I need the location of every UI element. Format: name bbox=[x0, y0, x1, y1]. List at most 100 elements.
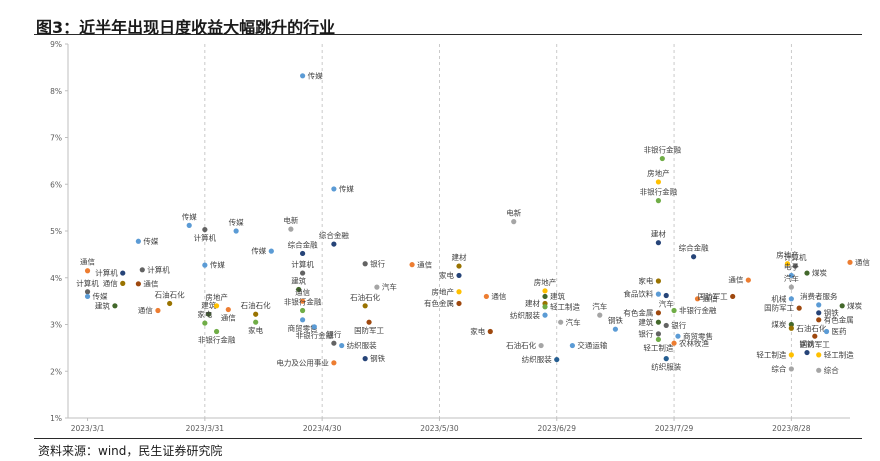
data-label: 轻工制造 bbox=[550, 301, 580, 311]
data-label: 石油石化 bbox=[155, 289, 185, 299]
data-point bbox=[300, 73, 306, 79]
data-point bbox=[847, 259, 853, 265]
data-point bbox=[788, 366, 794, 372]
data-label: 传媒 bbox=[251, 246, 266, 256]
data-point bbox=[816, 302, 822, 308]
data-point bbox=[300, 298, 306, 304]
data-point bbox=[663, 292, 669, 299]
data-point bbox=[300, 307, 306, 314]
data-label: 机械 bbox=[771, 293, 786, 303]
data-label: 传媒 bbox=[210, 260, 225, 270]
data-point bbox=[655, 240, 662, 246]
data-label: 有色金属 bbox=[623, 307, 653, 317]
data-point bbox=[456, 289, 462, 295]
data-label: 综合金融 bbox=[288, 239, 318, 249]
data-point bbox=[558, 319, 564, 325]
data-label: 钢铁 bbox=[370, 353, 385, 363]
data-label: 有色金属 bbox=[424, 298, 454, 308]
data-label: 通信 bbox=[703, 293, 718, 303]
data-label: 计算机 bbox=[76, 278, 99, 288]
data-label: 非银行金融 bbox=[644, 145, 682, 155]
data-point bbox=[538, 342, 544, 349]
data-point bbox=[202, 320, 208, 326]
data-label: 综合 bbox=[824, 365, 839, 375]
data-label: 非银行金融 bbox=[284, 296, 322, 306]
data-label: 银行 bbox=[638, 328, 653, 338]
x-tick-label: 2023/5/30 bbox=[420, 424, 459, 433]
y-tick-label: 7% bbox=[50, 134, 62, 143]
data-point bbox=[542, 312, 548, 318]
data-label: 汽车 bbox=[659, 299, 674, 309]
data-label: 钢铁 bbox=[799, 339, 814, 349]
data-point bbox=[483, 293, 489, 300]
source-note: 资料来源：wind，民生证券研究院 bbox=[38, 444, 223, 458]
data-label: 煤炭 bbox=[812, 268, 827, 278]
data-label: 传媒 bbox=[143, 236, 158, 246]
data-point bbox=[597, 312, 603, 318]
data-point bbox=[655, 319, 662, 325]
data-label: 煤炭 bbox=[847, 300, 862, 310]
data-label: 建材 bbox=[651, 229, 666, 239]
data-label: 房地产 bbox=[776, 250, 799, 260]
data-label: 计算机 bbox=[194, 233, 217, 243]
data-label: 电子 bbox=[784, 261, 799, 271]
data-point bbox=[745, 277, 751, 283]
data-label: 通信 bbox=[103, 278, 118, 288]
data-label: 非银行金融 bbox=[296, 330, 334, 340]
data-point bbox=[663, 356, 669, 362]
data-label: 通信 bbox=[80, 257, 95, 267]
data-label: 国防军工 bbox=[354, 325, 384, 335]
data-point bbox=[202, 262, 208, 268]
data-point bbox=[225, 306, 231, 313]
data-label: 电新 bbox=[283, 215, 298, 225]
data-label: 电力及公用事业 bbox=[276, 357, 329, 367]
data-point bbox=[331, 360, 337, 366]
data-label: 传媒 bbox=[182, 211, 197, 221]
data-label: 建筑 bbox=[201, 300, 216, 310]
data-point bbox=[788, 272, 794, 279]
data-label: 银行 bbox=[326, 329, 341, 339]
footer-rule bbox=[34, 438, 862, 439]
data-point bbox=[816, 352, 822, 358]
x-tick-label: 2023/3/1 bbox=[71, 424, 105, 433]
data-label: 钢铁 bbox=[608, 315, 623, 325]
y-tick-label: 6% bbox=[50, 180, 62, 189]
data-point bbox=[120, 270, 126, 276]
data-label: 石油石化 bbox=[796, 323, 826, 333]
axis-layer: 1% 2% 3% 4% 5% 6% 7% 8% 9% 2023/3/1 2023/3/31 2023/… bbox=[50, 40, 850, 433]
data-label: 非银行金融 bbox=[198, 335, 236, 345]
data-label: 通信 bbox=[221, 313, 236, 323]
data-point bbox=[663, 322, 669, 329]
data-label: 家电 bbox=[248, 325, 263, 335]
data-label: 电新 bbox=[506, 208, 521, 218]
data-point bbox=[233, 228, 239, 234]
y-tick-label: 4% bbox=[50, 274, 62, 283]
data-point bbox=[839, 303, 845, 309]
data-point bbox=[655, 291, 662, 297]
data-point bbox=[784, 261, 791, 267]
data-point bbox=[456, 272, 462, 279]
data-label: 有色金属 bbox=[824, 314, 854, 324]
data-point bbox=[671, 340, 677, 346]
point-layer: 通信计算机传媒计算机通信建筑通信传媒计算机通信石油石化传媒计算机传媒建筑家电房地… bbox=[76, 70, 870, 375]
data-point bbox=[167, 300, 173, 307]
data-point bbox=[812, 333, 818, 339]
data-point bbox=[796, 305, 802, 311]
data-label: 纺织服装 bbox=[522, 354, 552, 364]
data-point bbox=[300, 317, 306, 323]
data-label: 国防军工 bbox=[800, 339, 830, 349]
data-point bbox=[84, 268, 91, 274]
data-point bbox=[253, 319, 259, 325]
data-point bbox=[655, 179, 662, 185]
data-label: 汽车 bbox=[592, 301, 607, 311]
y-tick-label: 8% bbox=[50, 87, 62, 96]
data-point bbox=[487, 328, 493, 335]
data-label: 传媒 bbox=[93, 291, 108, 301]
data-label: 银行 bbox=[370, 258, 385, 268]
data-label: 建筑 bbox=[638, 317, 653, 327]
data-point bbox=[655, 198, 662, 204]
data-label: 通信 bbox=[295, 287, 310, 297]
data-label: 食品饮料 bbox=[623, 289, 653, 299]
data-point bbox=[331, 241, 337, 247]
data-label: 建材 bbox=[452, 252, 467, 262]
